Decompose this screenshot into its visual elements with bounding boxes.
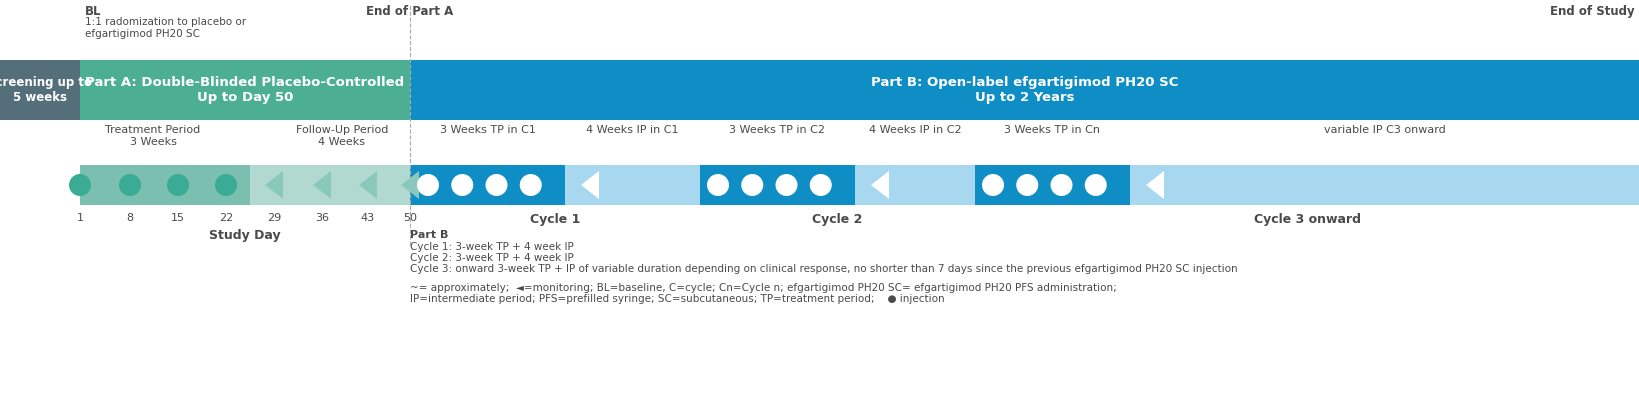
Text: Part B: Part B [410,230,447,240]
Bar [975,165,1129,205]
Text: ~= approximately;  ◄=monitoring; BL=baseline, C=cycle; Cn=Cycle n; efgartigimod : ~= approximately; ◄=monitoring; BL=basel… [410,283,1116,293]
Text: IP=intermediate period; PFS=prefilled syringe; SC=subcutaneous; TP=treatment per: IP=intermediate period; PFS=prefilled sy… [410,294,944,304]
Text: Cycle 2: Cycle 2 [811,213,862,226]
Polygon shape [580,171,598,199]
Text: 4 Weeks IP in C1: 4 Weeks IP in C1 [585,125,679,135]
Bar [80,165,249,205]
Polygon shape [313,171,331,199]
Text: BL: BL [85,5,102,18]
Text: Cycle 1: Cycle 1 [529,213,580,226]
Text: 50: 50 [403,213,416,223]
Circle shape [741,174,762,196]
Text: Cycle 2: 3-week TP + 4 week IP: Cycle 2: 3-week TP + 4 week IP [410,253,574,263]
Text: Study Day: Study Day [210,229,280,242]
Text: End of Study: End of Study [1549,5,1634,18]
Text: Part B: Open-label efgartigimod PH20 SC
Up to 2 Years: Part B: Open-label efgartigimod PH20 SC … [870,76,1178,104]
Circle shape [485,174,506,196]
Polygon shape [1146,171,1164,199]
Text: 22: 22 [218,213,233,223]
Polygon shape [266,171,284,199]
Text: 1: 1 [77,213,84,223]
Circle shape [1016,174,1037,196]
Text: Cycle 3: onward 3-week TP + IP of variable duration depending on clinical respon: Cycle 3: onward 3-week TP + IP of variab… [410,264,1237,274]
Text: 43: 43 [361,213,375,223]
Polygon shape [870,171,888,199]
Text: 8: 8 [126,213,133,223]
Text: End of Part A: End of Part A [365,5,454,18]
Text: 15: 15 [170,213,185,223]
Bar [410,165,565,205]
Bar [80,60,410,120]
Text: Treatment Period
3 Weeks: Treatment Period 3 Weeks [105,125,200,146]
Text: Cycle 3 onward: Cycle 3 onward [1254,213,1360,226]
Circle shape [1083,174,1106,196]
Circle shape [706,174,729,196]
Circle shape [520,174,541,196]
Bar [410,60,1639,120]
Bar [854,165,975,205]
Bar [249,165,415,205]
Text: 36: 36 [315,213,329,223]
Text: variable IP C3 onward: variable IP C3 onward [1323,125,1446,135]
Text: Follow-Up Period
4 Weeks: Follow-Up Period 4 Weeks [295,125,388,146]
Text: 29: 29 [267,213,280,223]
Text: 3 Weeks TP in Cn: 3 Weeks TP in Cn [1003,125,1100,135]
Polygon shape [402,171,418,199]
Text: Screening up to
5 weeks: Screening up to 5 weeks [0,76,92,104]
Text: 1:1 radomization to placebo or
efgartigimod PH20 SC: 1:1 radomization to placebo or efgartigi… [85,17,246,38]
Circle shape [167,174,188,196]
Circle shape [810,174,831,196]
Circle shape [1051,174,1072,196]
Circle shape [120,174,141,196]
Text: Part A: Double-Blinded Placebo-Controlled
Up to Day 50: Part A: Double-Blinded Placebo-Controlle… [85,76,405,104]
Bar [565,165,700,205]
Circle shape [982,174,1003,196]
Bar [0,60,80,120]
Polygon shape [359,171,377,199]
Circle shape [775,174,797,196]
Bar [1129,165,1639,205]
Circle shape [451,174,474,196]
Text: 3 Weeks TP in C1: 3 Weeks TP in C1 [439,125,534,135]
Text: 3 Weeks TP in C2: 3 Weeks TP in C2 [729,125,824,135]
Circle shape [416,174,439,196]
Text: Cycle 1: 3-week TP + 4 week IP: Cycle 1: 3-week TP + 4 week IP [410,242,574,252]
Circle shape [69,174,90,196]
Text: 4 Weeks IP in C2: 4 Weeks IP in C2 [869,125,960,135]
Bar [700,165,854,205]
Circle shape [215,174,238,196]
